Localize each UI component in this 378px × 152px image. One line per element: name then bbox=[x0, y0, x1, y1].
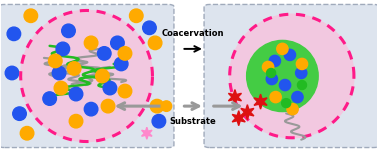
Ellipse shape bbox=[262, 61, 274, 73]
Ellipse shape bbox=[161, 101, 172, 111]
Ellipse shape bbox=[269, 55, 280, 67]
Polygon shape bbox=[241, 105, 254, 120]
Ellipse shape bbox=[150, 99, 164, 113]
Polygon shape bbox=[254, 94, 267, 109]
Ellipse shape bbox=[118, 84, 132, 98]
Ellipse shape bbox=[103, 81, 117, 95]
Ellipse shape bbox=[84, 36, 98, 50]
Ellipse shape bbox=[118, 47, 132, 60]
Ellipse shape bbox=[52, 66, 66, 80]
Ellipse shape bbox=[143, 21, 156, 35]
Ellipse shape bbox=[62, 24, 75, 38]
Ellipse shape bbox=[7, 27, 21, 41]
Ellipse shape bbox=[130, 9, 143, 22]
Ellipse shape bbox=[277, 43, 288, 55]
FancyBboxPatch shape bbox=[204, 4, 378, 148]
Ellipse shape bbox=[43, 92, 56, 105]
Polygon shape bbox=[228, 90, 242, 105]
Ellipse shape bbox=[284, 49, 296, 60]
Polygon shape bbox=[142, 127, 152, 139]
Ellipse shape bbox=[24, 9, 37, 22]
Ellipse shape bbox=[246, 40, 318, 112]
Ellipse shape bbox=[270, 92, 281, 103]
Ellipse shape bbox=[296, 67, 307, 79]
Ellipse shape bbox=[21, 10, 152, 142]
Ellipse shape bbox=[13, 107, 26, 120]
Ellipse shape bbox=[69, 87, 83, 101]
Ellipse shape bbox=[98, 47, 111, 60]
Ellipse shape bbox=[111, 36, 124, 50]
Ellipse shape bbox=[287, 104, 298, 115]
Ellipse shape bbox=[69, 114, 83, 128]
Ellipse shape bbox=[148, 36, 162, 50]
Ellipse shape bbox=[266, 69, 276, 78]
Ellipse shape bbox=[296, 58, 308, 70]
Text: Substrate: Substrate bbox=[170, 117, 217, 126]
Ellipse shape bbox=[266, 73, 277, 85]
Polygon shape bbox=[232, 111, 245, 126]
Text: Coacervation: Coacervation bbox=[162, 29, 225, 38]
Ellipse shape bbox=[297, 81, 307, 90]
FancyBboxPatch shape bbox=[0, 4, 174, 148]
Ellipse shape bbox=[48, 54, 62, 68]
Ellipse shape bbox=[292, 92, 303, 103]
Ellipse shape bbox=[67, 62, 81, 75]
Ellipse shape bbox=[230, 14, 354, 138]
Ellipse shape bbox=[5, 66, 19, 80]
Ellipse shape bbox=[20, 126, 34, 140]
Ellipse shape bbox=[115, 57, 128, 71]
Ellipse shape bbox=[84, 102, 98, 116]
Ellipse shape bbox=[56, 42, 70, 56]
Ellipse shape bbox=[101, 99, 115, 113]
Ellipse shape bbox=[279, 79, 291, 91]
Ellipse shape bbox=[96, 69, 109, 83]
Ellipse shape bbox=[54, 81, 68, 95]
Ellipse shape bbox=[282, 99, 291, 108]
Ellipse shape bbox=[152, 114, 166, 128]
